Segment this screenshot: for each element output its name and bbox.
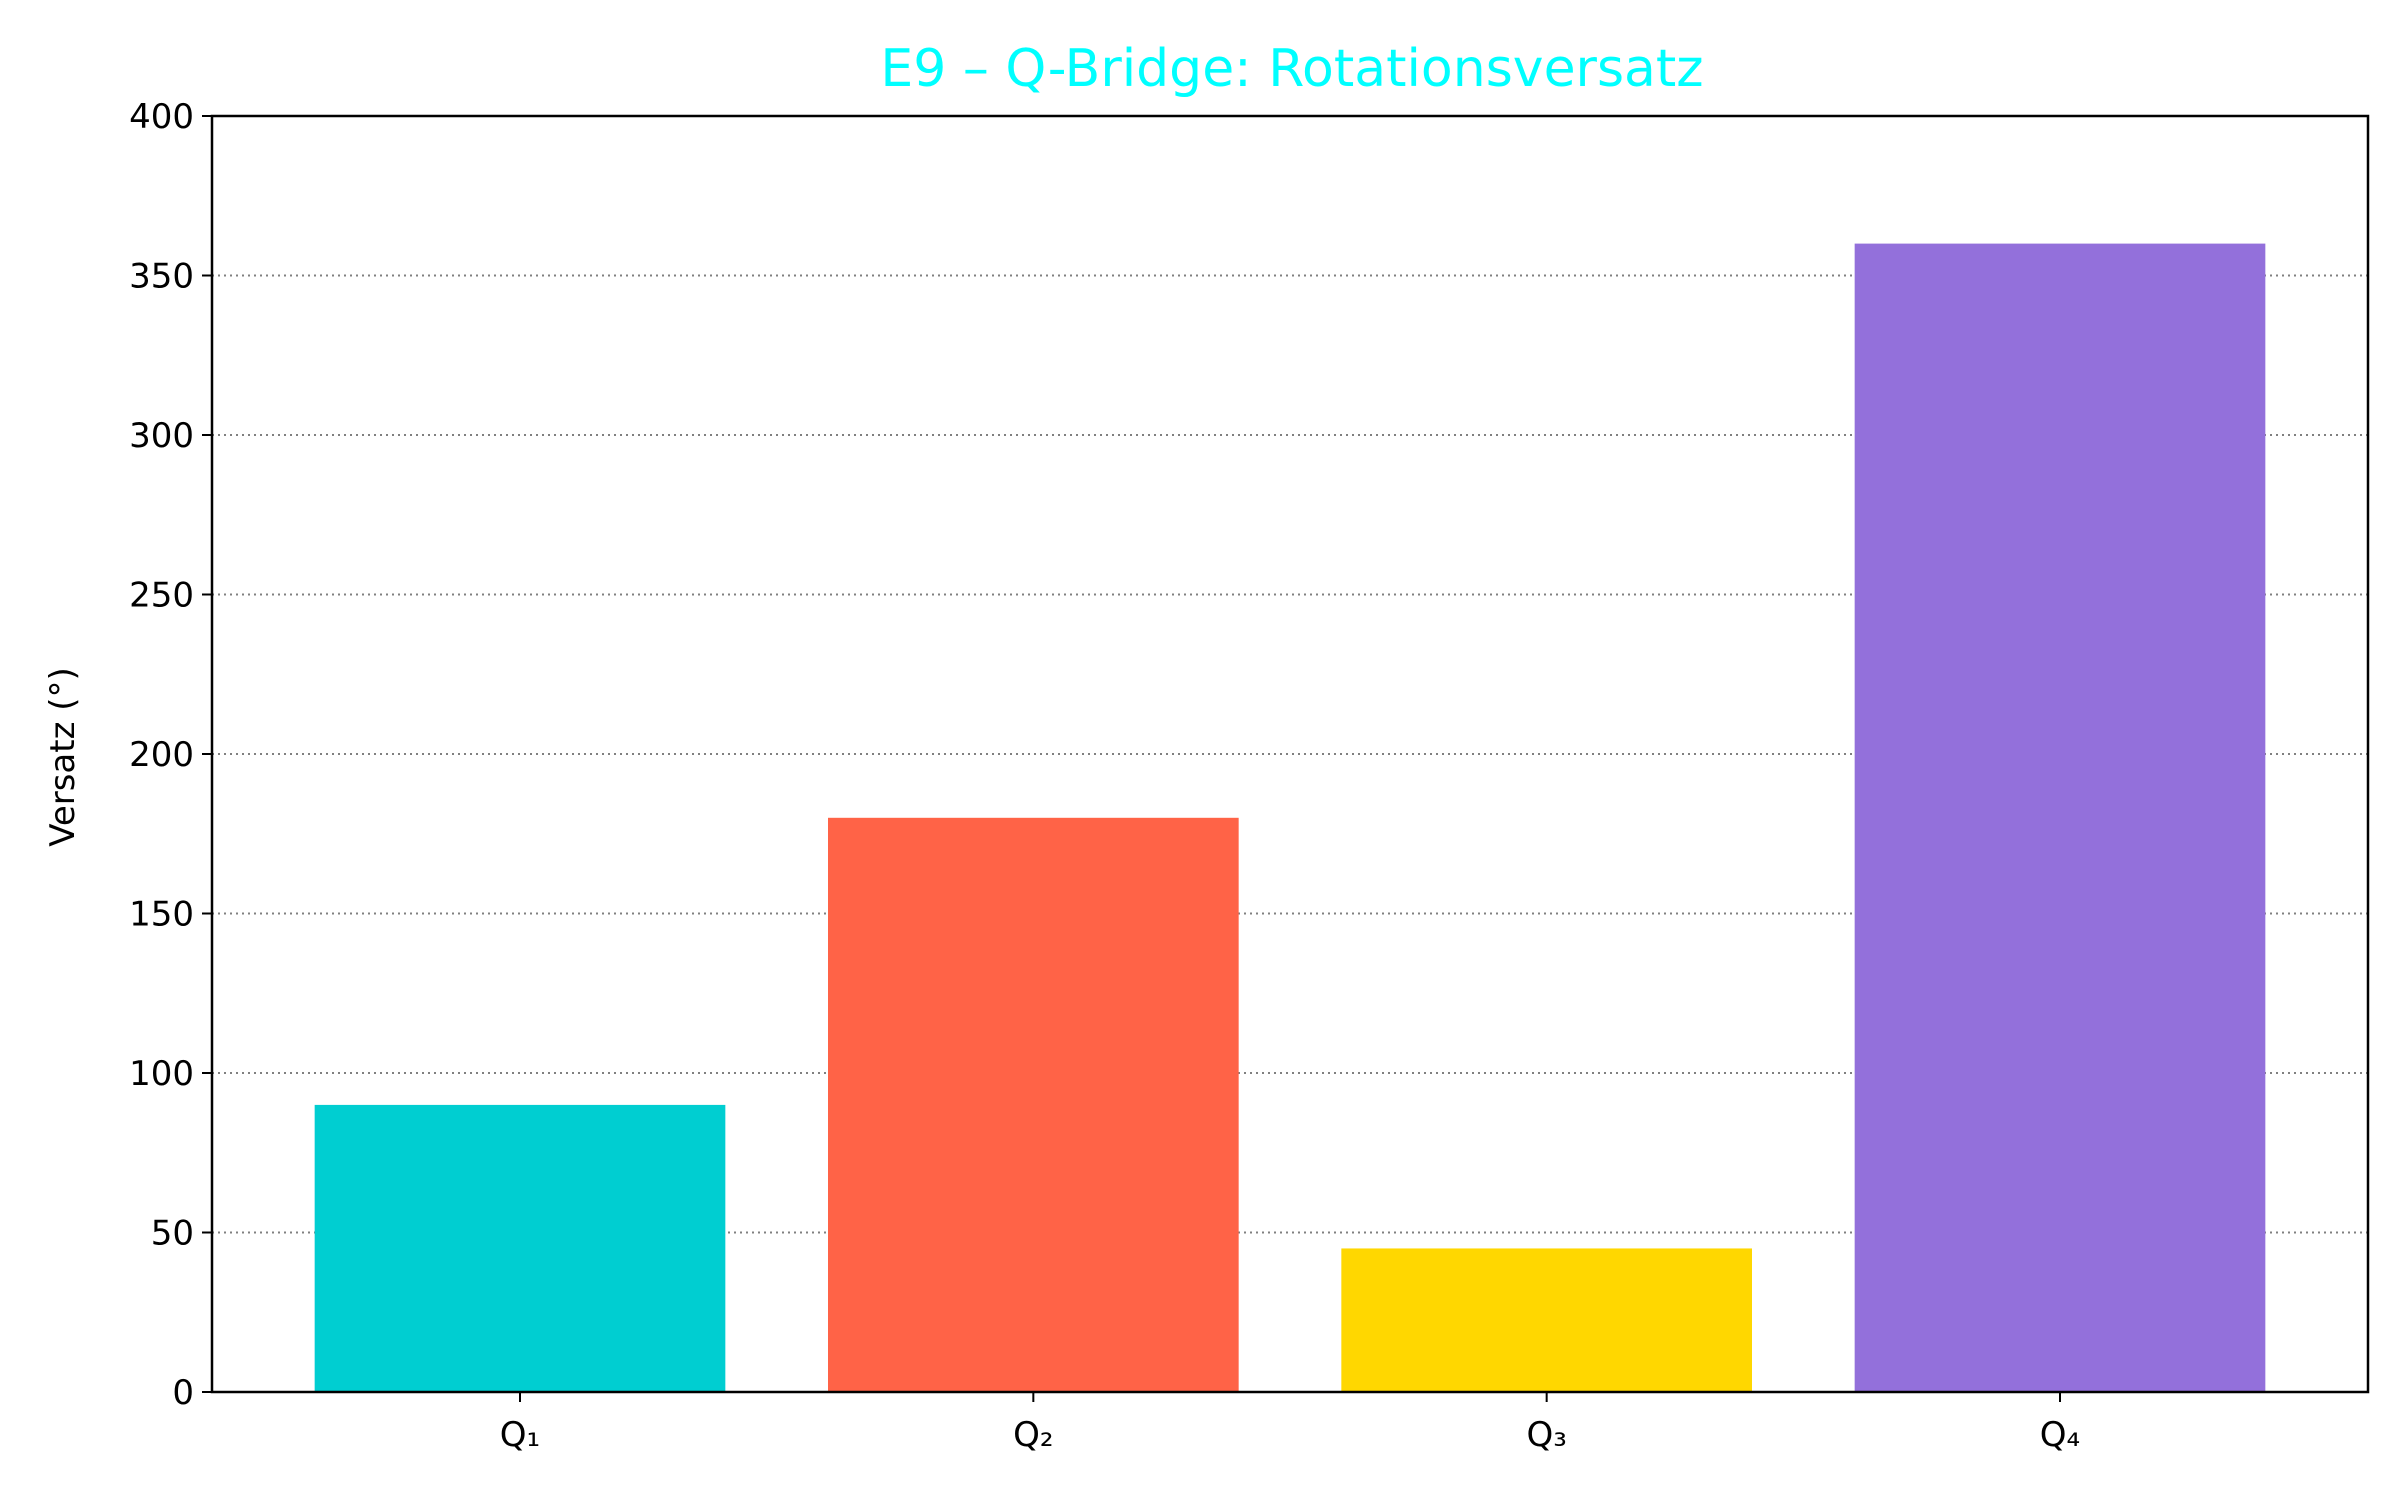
bar-4 xyxy=(1854,243,2266,1393)
y-tick-label: 350 xyxy=(129,257,194,297)
y-tick-label: 150 xyxy=(129,895,194,935)
y-tick-label: 300 xyxy=(129,416,194,456)
y-axis-title: Versatz (°) xyxy=(43,667,83,847)
y-tick-label: 100 xyxy=(129,1054,194,1094)
x-axis-ticks: Q₁ Q₂ Q₃ Q₄ xyxy=(500,1392,2080,1455)
x-tick-label: Q₄ xyxy=(2040,1415,2080,1455)
bar-3 xyxy=(1341,1248,1752,1392)
y-tick-label: 250 xyxy=(129,576,194,616)
x-tick-label: Q₃ xyxy=(1526,1415,1566,1455)
y-axis-ticks: 0 50 100 150 200 250 300 350 400 xyxy=(129,97,212,1413)
x-tick-label: Q₁ xyxy=(500,1415,540,1455)
chart-title: E9 – Q-Bridge: Rotationsversatz xyxy=(880,39,1703,99)
y-tick-label: 400 xyxy=(129,97,194,137)
y-tick-label: 0 xyxy=(172,1373,194,1413)
bar-2 xyxy=(828,817,1239,1392)
bars xyxy=(314,243,2266,1393)
y-tick-label: 50 xyxy=(151,1214,194,1254)
x-tick-label: Q₂ xyxy=(1013,1415,1053,1455)
bar-1 xyxy=(314,1104,726,1392)
y-tick-label: 200 xyxy=(129,735,194,775)
